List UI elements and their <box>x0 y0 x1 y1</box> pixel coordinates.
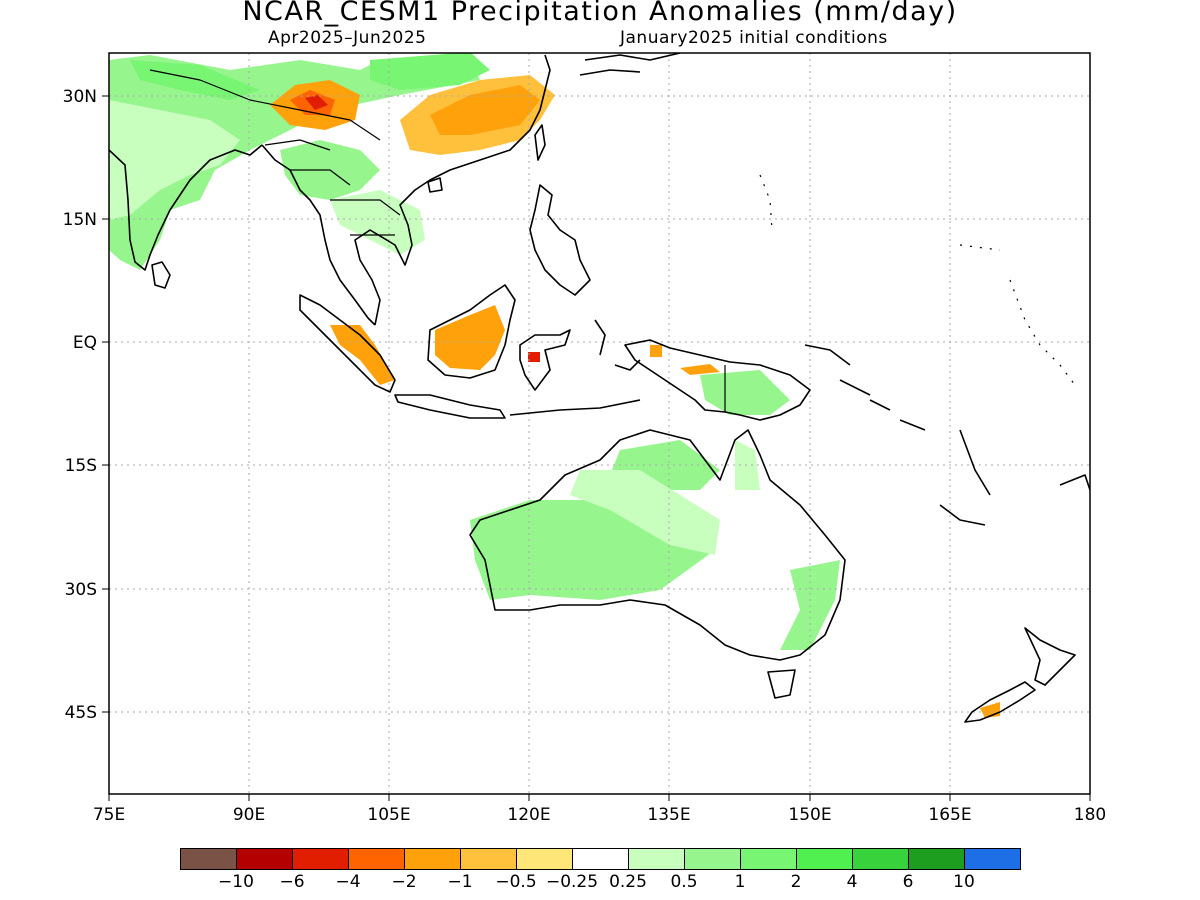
wet-region-australia-west <box>470 500 715 600</box>
colorbar-swatch <box>628 848 685 870</box>
coastline-philippines <box>529 184 591 296</box>
lat-label-eq: EQ <box>73 333 97 353</box>
coastline-java <box>394 394 506 419</box>
colorbar-label: 0.5 <box>670 872 698 892</box>
dry-region-sumatra <box>330 325 395 385</box>
country-borders <box>149 69 401 236</box>
colorbar-label: 6 <box>902 872 914 892</box>
coastline-nz-south <box>964 681 1036 723</box>
lon-label-120e: 120E <box>507 805 550 825</box>
colorbar <box>180 848 1021 870</box>
colorbar-swatch <box>236 848 293 870</box>
coastline-srilanka <box>151 261 171 289</box>
axis-ticks <box>102 95 1091 801</box>
colorbar-label: −4 <box>335 872 361 892</box>
lon-label-180: 180 <box>1074 805 1106 825</box>
colorbar-label: −10 <box>218 872 254 892</box>
coastline-sulawesi <box>519 329 571 391</box>
coastline-mainland-sea <box>261 144 376 326</box>
colorbar-label: −1 <box>447 872 473 892</box>
coastline-taiwan <box>534 124 546 161</box>
coastline-sumatra <box>299 294 396 393</box>
colorbar-swatch <box>796 848 853 870</box>
wet-region-australia-west-light <box>570 470 720 555</box>
lat-label-15s: 15S <box>65 456 97 476</box>
lon-label-165e: 165E <box>928 805 971 825</box>
anomaly-shading <box>109 53 1000 718</box>
colorbar-label: −6 <box>279 872 305 892</box>
lat-label-15n: 15N <box>63 210 97 230</box>
dry-region-newguinea-west <box>650 345 662 357</box>
coastline-hainan <box>427 177 443 193</box>
lon-label-90e: 90E <box>233 805 265 825</box>
coastline-japan <box>579 53 681 76</box>
coastline-vanuatu <box>939 429 991 526</box>
dry-region-borneo <box>435 305 505 370</box>
colorbar-label: 0.25 <box>609 872 647 892</box>
colorbar-swatch <box>180 848 237 870</box>
colorbar-label: 4 <box>846 872 858 892</box>
coastline-newguinea <box>624 339 811 421</box>
forecast-period: Apr2025–Jun2025 <box>268 28 427 48</box>
colorbar-swatch <box>964 848 1021 870</box>
coastline-lesser-sunda <box>509 399 641 416</box>
colorbar-label: −0.25 <box>545 872 599 892</box>
coastline-india <box>109 144 263 271</box>
coastline-micronesia <box>759 174 1076 386</box>
colorbar-label: −0.5 <box>495 872 537 892</box>
coastline-fiji <box>1059 474 1090 491</box>
colorbar-swatch <box>404 848 461 870</box>
coastline-nz-north <box>1024 627 1076 686</box>
colorbar-swatch <box>908 848 965 870</box>
coastline-bismarck <box>804 344 926 431</box>
wet-region-australia-east <box>735 440 760 490</box>
coastline-borneo <box>427 284 516 379</box>
colorbar-swatch <box>740 848 797 870</box>
colorbar-swatch <box>348 848 405 870</box>
wet-region-tibet <box>130 60 260 100</box>
colorbar-swatch <box>852 848 909 870</box>
coastline-maluku <box>594 319 641 371</box>
colorbar-swatch <box>292 848 349 870</box>
lon-label-135e: 135E <box>647 805 690 825</box>
dry-region-sulawesi <box>528 352 540 362</box>
lon-label-75e: 75E <box>93 805 125 825</box>
coastlines <box>109 53 1090 723</box>
initial-conditions: January2025 initial conditions <box>620 28 888 48</box>
dry-region-southchina-core <box>430 85 540 135</box>
dry-region-himalaya-peak <box>305 95 328 110</box>
lat-label-30s: 30S <box>65 580 97 600</box>
wet-region-northchina <box>370 53 490 90</box>
lon-label-105e: 105E <box>367 805 410 825</box>
colorbar-label: 1 <box>734 872 746 892</box>
wet-region-india-light <box>109 100 240 220</box>
coastline-tasmania <box>767 669 796 699</box>
map-frame <box>108 52 1091 795</box>
colorbar-label: 2 <box>790 872 802 892</box>
coastline-australia <box>469 429 846 661</box>
colorbar-swatch <box>460 848 517 870</box>
wet-region-india <box>109 55 480 270</box>
dry-region-newguinea <box>680 364 720 375</box>
colorbar-label: 10 <box>953 872 975 892</box>
gridlines <box>109 53 1090 794</box>
lat-label-45s: 45S <box>65 703 97 723</box>
map-title: NCAR_CESM1 Precipitation Anomalies (mm/d… <box>242 0 958 27</box>
colorbar-swatch <box>684 848 741 870</box>
colorbar-label: −2 <box>391 872 417 892</box>
colorbar-swatch <box>516 848 573 870</box>
colorbar-swatch <box>572 848 629 870</box>
lat-label-30n: 30N <box>63 87 97 107</box>
lon-label-150e: 150E <box>788 805 831 825</box>
wet-region-newguinea <box>700 370 790 415</box>
coastline-gulf-thailand <box>354 54 551 326</box>
